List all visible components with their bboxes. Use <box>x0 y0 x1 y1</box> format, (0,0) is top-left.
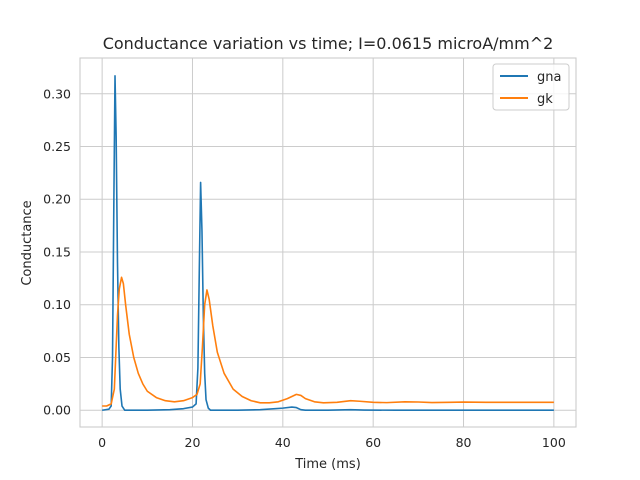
y-tick-label: 0.10 <box>43 297 71 312</box>
x-tick-label: 0 <box>98 435 106 450</box>
x-tick-label: 40 <box>275 435 291 450</box>
series-lines <box>102 75 554 412</box>
y-tick-label: 0.05 <box>43 350 71 365</box>
x-tick-label: 60 <box>365 435 381 450</box>
legend: gna gk <box>492 63 570 111</box>
x-tick-label: 100 <box>542 435 566 450</box>
series-line-gk <box>102 276 554 407</box>
y-tick-label: 0.25 <box>43 139 71 154</box>
x-tick-label: 20 <box>185 435 201 450</box>
x-tick-label: 80 <box>456 435 472 450</box>
series-line-gna <box>102 75 554 412</box>
plot-frame <box>79 57 577 428</box>
y-tick-label: 0.00 <box>43 403 71 418</box>
y-tick-labels: 0.00 0.05 0.10 0.15 0.20 0.25 0.30 <box>43 86 71 417</box>
y-tick-label: 0.20 <box>43 192 71 207</box>
legend-label-gk: gk <box>537 92 553 107</box>
y-axis-label: Conductance <box>20 200 35 285</box>
legend-label-gna: gna <box>537 70 561 85</box>
y-tick-label: 0.30 <box>43 86 71 101</box>
grid <box>80 58 576 427</box>
x-tick-labels: 0 20 40 60 80 100 <box>98 435 566 450</box>
chart-title: Conductance variation vs time; I=0.0615 … <box>103 34 554 53</box>
y-tick-label: 0.15 <box>43 244 71 259</box>
x-axis-label: Time (ms) <box>294 457 361 472</box>
